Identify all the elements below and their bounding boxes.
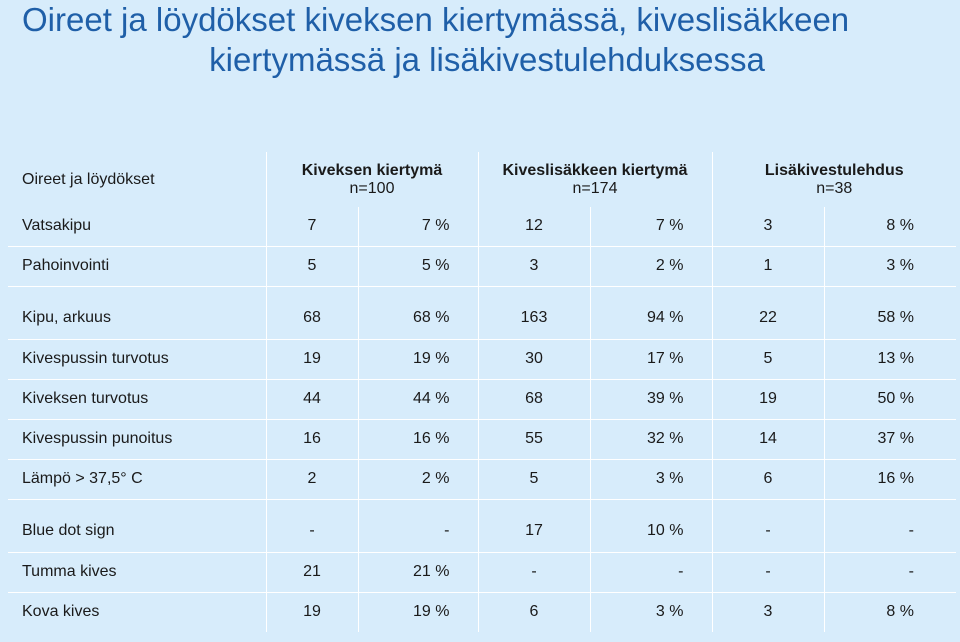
header-group-name: Kiveksen kiertymä xyxy=(301,161,443,179)
count-cell: 68 xyxy=(266,286,359,340)
count-cell: 22 xyxy=(712,286,825,340)
percent-cell: 8 % xyxy=(886,603,914,621)
count-cell: - xyxy=(712,552,825,593)
percent-cell: 13 % xyxy=(824,339,956,380)
header-group-epididymitis: Lisäkivestulehdus n=38 xyxy=(712,152,956,207)
table-row: Kiveksen turvotus 44 44 % 68 39 % 19 50 % xyxy=(8,379,956,420)
row-label: Vatsakipu xyxy=(8,207,267,247)
count-cell: 2 xyxy=(266,459,359,500)
percent-cell: 19 % xyxy=(358,592,479,632)
percent-cell: 7 % xyxy=(358,207,479,247)
percent-cell: 68 % xyxy=(358,286,479,340)
header-group-testicular-torsion: Kiveksen kiertymä n=100 xyxy=(266,152,479,207)
table-row: Kipu, arkuus 68 68 % 163 94 % 22 58 % xyxy=(8,286,956,340)
row-label: Tumma kives xyxy=(8,552,267,593)
percent-cell: 2 % xyxy=(358,459,479,500)
count-cell: 3 xyxy=(712,207,825,247)
header-group-n: n=100 xyxy=(349,179,395,197)
table-row: Tumma kives 21 21 % - - - - xyxy=(8,552,956,593)
percent-cell: 3 % xyxy=(590,592,713,632)
percent-cell: 3 % xyxy=(590,459,713,500)
count-cell: 17 xyxy=(478,499,591,553)
percent-cell: 94 % xyxy=(590,286,713,340)
percent-cell: 3 % xyxy=(824,246,956,287)
percent-cell: 5 % xyxy=(358,246,479,287)
percent-cell: 39 % xyxy=(590,379,713,420)
row-label: Kova kives xyxy=(8,592,267,632)
percent-cell: 19 % xyxy=(358,339,479,380)
count-cell: 5 xyxy=(266,246,359,287)
percent-cell: 7 % xyxy=(590,207,713,247)
percent-cell: 32 % xyxy=(590,419,713,460)
header-label: Oireet ja löydökset xyxy=(8,152,267,207)
row-label: Pahoinvointi xyxy=(8,246,267,287)
table-header-row: Oireet ja löydökset Kiveksen kiertymä n=… xyxy=(8,152,956,207)
count-cell: 1 xyxy=(712,246,825,287)
slide-title-line-2: kiertymässä ja lisäkivestulehduksessa xyxy=(209,41,765,78)
row-label: Kivespussin turvotus xyxy=(8,339,267,380)
count-cell: 3 xyxy=(478,246,591,287)
table-row: Kivespussin turvotus 19 19 % 30 17 % 5 13 % xyxy=(8,339,956,380)
table-row: Kova kives 19 19 % 6 3 % 3 8 % xyxy=(8,592,956,632)
table-row: Vatsakipu 7 7 % 12 7 % 3 8 % xyxy=(8,207,956,247)
percent-cell: - xyxy=(824,552,956,593)
count-cell: 19 xyxy=(266,339,359,380)
percent-cell: 21 % xyxy=(358,552,479,593)
count-cell: - xyxy=(266,499,359,553)
row-label: Kiveksen turvotus xyxy=(8,379,267,420)
count-cell: 44 xyxy=(266,379,359,420)
row-label: Blue dot sign xyxy=(8,499,267,553)
header-group-appendix-torsion: Kiveslisäkkeen kiertymä n=174 xyxy=(478,152,713,207)
count-cell: 68 xyxy=(478,379,591,420)
table-row: Blue dot sign - -17 10 % - - xyxy=(8,499,956,553)
percent-cell: - xyxy=(358,499,479,553)
row-label: Kipu, arkuus xyxy=(8,286,267,340)
count-cell: 30 xyxy=(478,339,591,380)
percent-cell: 44 % xyxy=(358,379,479,420)
header-group-n: n=38 xyxy=(816,179,853,197)
percent-cell: 8 % xyxy=(824,207,956,247)
count-cell: - xyxy=(712,499,825,553)
percent-cell: 16 % xyxy=(358,419,479,460)
percent-cell: 58 % xyxy=(824,286,956,340)
percent-cell: - xyxy=(824,499,956,553)
slide-title-line-1: Oireet ja löydökset kiveksen kiertymässä… xyxy=(22,1,850,38)
percent-cell: 17 % xyxy=(590,339,713,380)
count-cell: 16 xyxy=(266,419,359,460)
percent-cell: 16 % xyxy=(824,459,956,500)
percent-cell: - xyxy=(590,552,713,593)
count-cell: 21 xyxy=(266,552,359,593)
count-cell: 163 xyxy=(478,286,591,340)
count-cell: 6 xyxy=(712,459,825,500)
count-cell: 12 xyxy=(478,207,591,247)
symptoms-table: Oireet ja löydökset Kiveksen kiertymä n=… xyxy=(8,152,956,632)
count-cell: 7 xyxy=(266,207,359,247)
count-cell: 5 xyxy=(712,339,825,380)
count-cell: 6 xyxy=(478,592,591,632)
table-row: Kivespussin punoitus 16 16 % 55 32 % 14 37 % xyxy=(8,419,956,460)
table-row: Pahoinvointi 5 5 % 3 2 % 1 3 % xyxy=(8,246,956,287)
slide-title: Oireet ja löydökset kiveksen kiertymässä… xyxy=(22,0,952,80)
percent-cell: 10 % xyxy=(590,499,713,553)
count-cell: 14 xyxy=(712,419,825,460)
count-cell: 55 xyxy=(478,419,591,460)
row-label: Lämpö > 37,5° C xyxy=(8,459,267,500)
count-cell: 5 xyxy=(478,459,591,500)
percent-cell: 2 % xyxy=(590,246,713,287)
header-group-n: n=174 xyxy=(572,179,618,197)
percent-cell: 50 % xyxy=(824,379,956,420)
percent-cell: 37 % xyxy=(824,419,956,460)
count-cell: - xyxy=(478,552,591,593)
row-label: Kivespussin punoitus xyxy=(8,419,267,460)
header-group-name: Kiveslisäkkeen kiertymä xyxy=(502,161,688,179)
header-group-name: Lisäkivestulehdus xyxy=(764,161,904,179)
count-cell: 3 xyxy=(712,592,825,632)
count-cell: 19 xyxy=(266,592,359,632)
count-cell: 19 xyxy=(712,379,825,420)
